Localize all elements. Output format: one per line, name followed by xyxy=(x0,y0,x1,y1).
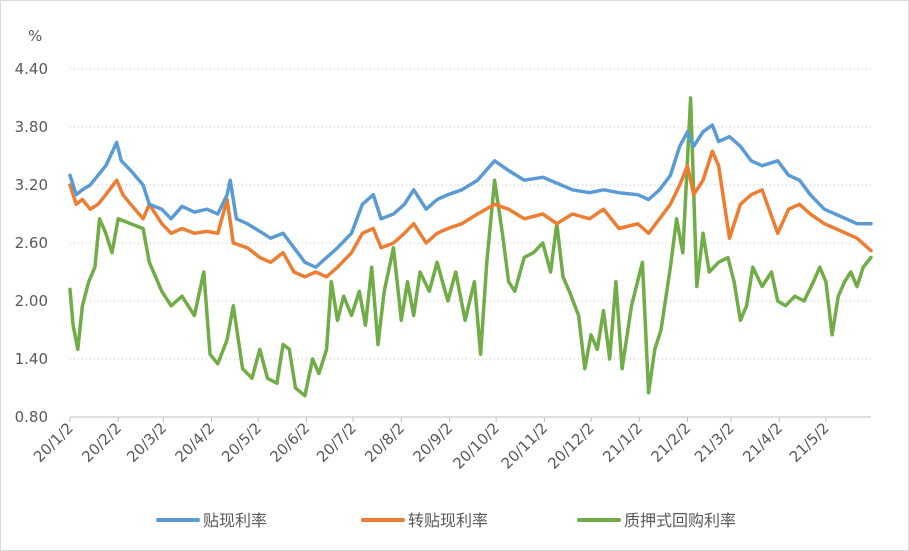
x-tick-label: 20/10/2 xyxy=(449,419,503,473)
series-line-2 xyxy=(68,149,873,279)
y-tick-label: 0.80 xyxy=(15,408,48,426)
y-tick-label: 3.20 xyxy=(15,176,48,194)
legend-label-2: 转贴现利率 xyxy=(408,511,488,530)
y-tick-label: 2.60 xyxy=(15,234,48,252)
legend-label-1: 贴现利率 xyxy=(203,511,267,530)
x-tick-label: 20/6/2 xyxy=(266,419,313,466)
series-lines xyxy=(68,96,873,398)
gridlines xyxy=(70,68,871,360)
series-line-1 xyxy=(68,123,873,269)
y-axis-ticks: 4.40 3.80 3.20 2.60 2.00 1.40 0.80 xyxy=(15,60,48,426)
y-tick-label: 2.00 xyxy=(15,292,48,310)
x-axis-ticks: 20/1/2 20/2/220/3/2 20/4/2 20/5/2 20/6/2 20/7… xyxy=(30,417,833,473)
y-tick-label: 3.80 xyxy=(15,118,48,136)
x-tick-label: 20/3/2 xyxy=(123,419,170,466)
x-tick-label: 21/4/2 xyxy=(739,419,786,466)
x-tick-label: 20/1/2 xyxy=(30,419,77,466)
x-tick-label: 20/7/2 xyxy=(313,419,360,466)
x-tick-label: 20/11/2 xyxy=(498,419,552,473)
x-tick-label: 21/5/2 xyxy=(786,419,833,466)
series-line-3 xyxy=(68,96,873,398)
y-axis-unit-label: % xyxy=(28,27,42,45)
x-tick-label: 20/2/2 xyxy=(78,419,125,466)
x-tick-label: 20/4/2 xyxy=(171,419,218,466)
x-tick-label: 20/12/2 xyxy=(544,419,598,473)
legend: 贴现利率 转贴现利率 质押式回购利率 xyxy=(156,511,736,530)
y-tick-label: 4.40 xyxy=(15,60,48,78)
x-tick-label: 21/1/2 xyxy=(599,419,646,466)
x-tick-label: 20/5/2 xyxy=(218,419,265,466)
x-tick-label: 21/2/2 xyxy=(647,419,694,466)
legend-label-3: 质押式回购利率 xyxy=(624,511,736,530)
x-tick-label: 21/3/2 xyxy=(691,419,738,466)
x-tick-label: 20/8/2 xyxy=(361,419,408,466)
y-tick-label: 1.40 xyxy=(15,350,48,368)
